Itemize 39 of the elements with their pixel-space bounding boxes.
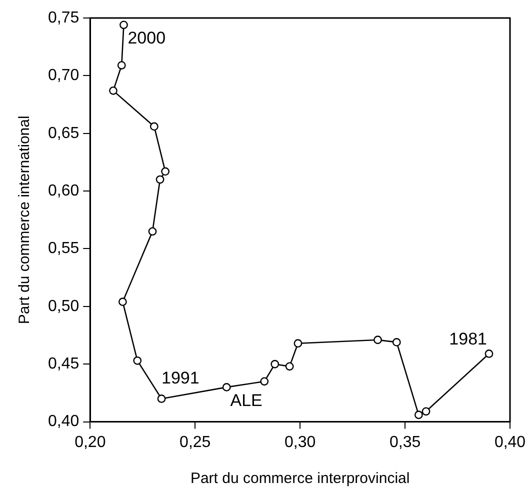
point (270, 360, 280, 368)
point (120, 20, 128, 30)
point (294, 339, 302, 348)
point (157, 394, 166, 403)
point (118, 298, 127, 306)
y-tick-label: 0,55 (48, 240, 80, 258)
point (414, 410, 423, 420)
annotation: 2000 (128, 28, 166, 48)
point (148, 227, 157, 236)
y-tick-label: 0,65 (48, 124, 80, 142)
point (260, 377, 269, 386)
y-tick-label: 0,70 (48, 67, 80, 84)
y-tick-label: 0,50 (48, 298, 80, 315)
point (156, 175, 164, 184)
point (133, 356, 142, 365)
y-tick-label: 0,75 (48, 9, 80, 26)
point (484, 350, 494, 358)
annotation: 1991 (162, 368, 200, 388)
point (222, 382, 231, 392)
point (150, 122, 158, 131)
point (422, 407, 430, 416)
y-tick-label: 0,60 (48, 182, 80, 200)
x-tick-label: 0,20 (74, 434, 106, 451)
point (109, 86, 118, 95)
x-tick-label: 0,40 (494, 434, 526, 451)
point (117, 61, 126, 70)
y-tick-label: 0,40 (48, 413, 80, 430)
x-tick-label: 0,30 (284, 434, 316, 451)
y-axis-title: Part du commerce international (16, 116, 34, 324)
y-tick-label: 0,45 (48, 356, 80, 373)
point (392, 338, 401, 346)
x-tick-label: 0,35 (389, 434, 421, 451)
annotation: 1981 (449, 329, 488, 348)
x-tick-label: 0,25 (180, 434, 211, 451)
x-axis-title: Part du commerce interprovincial (190, 470, 410, 488)
point (374, 336, 382, 344)
annotation: ALE (230, 391, 262, 410)
point (161, 167, 170, 176)
point (285, 362, 294, 371)
